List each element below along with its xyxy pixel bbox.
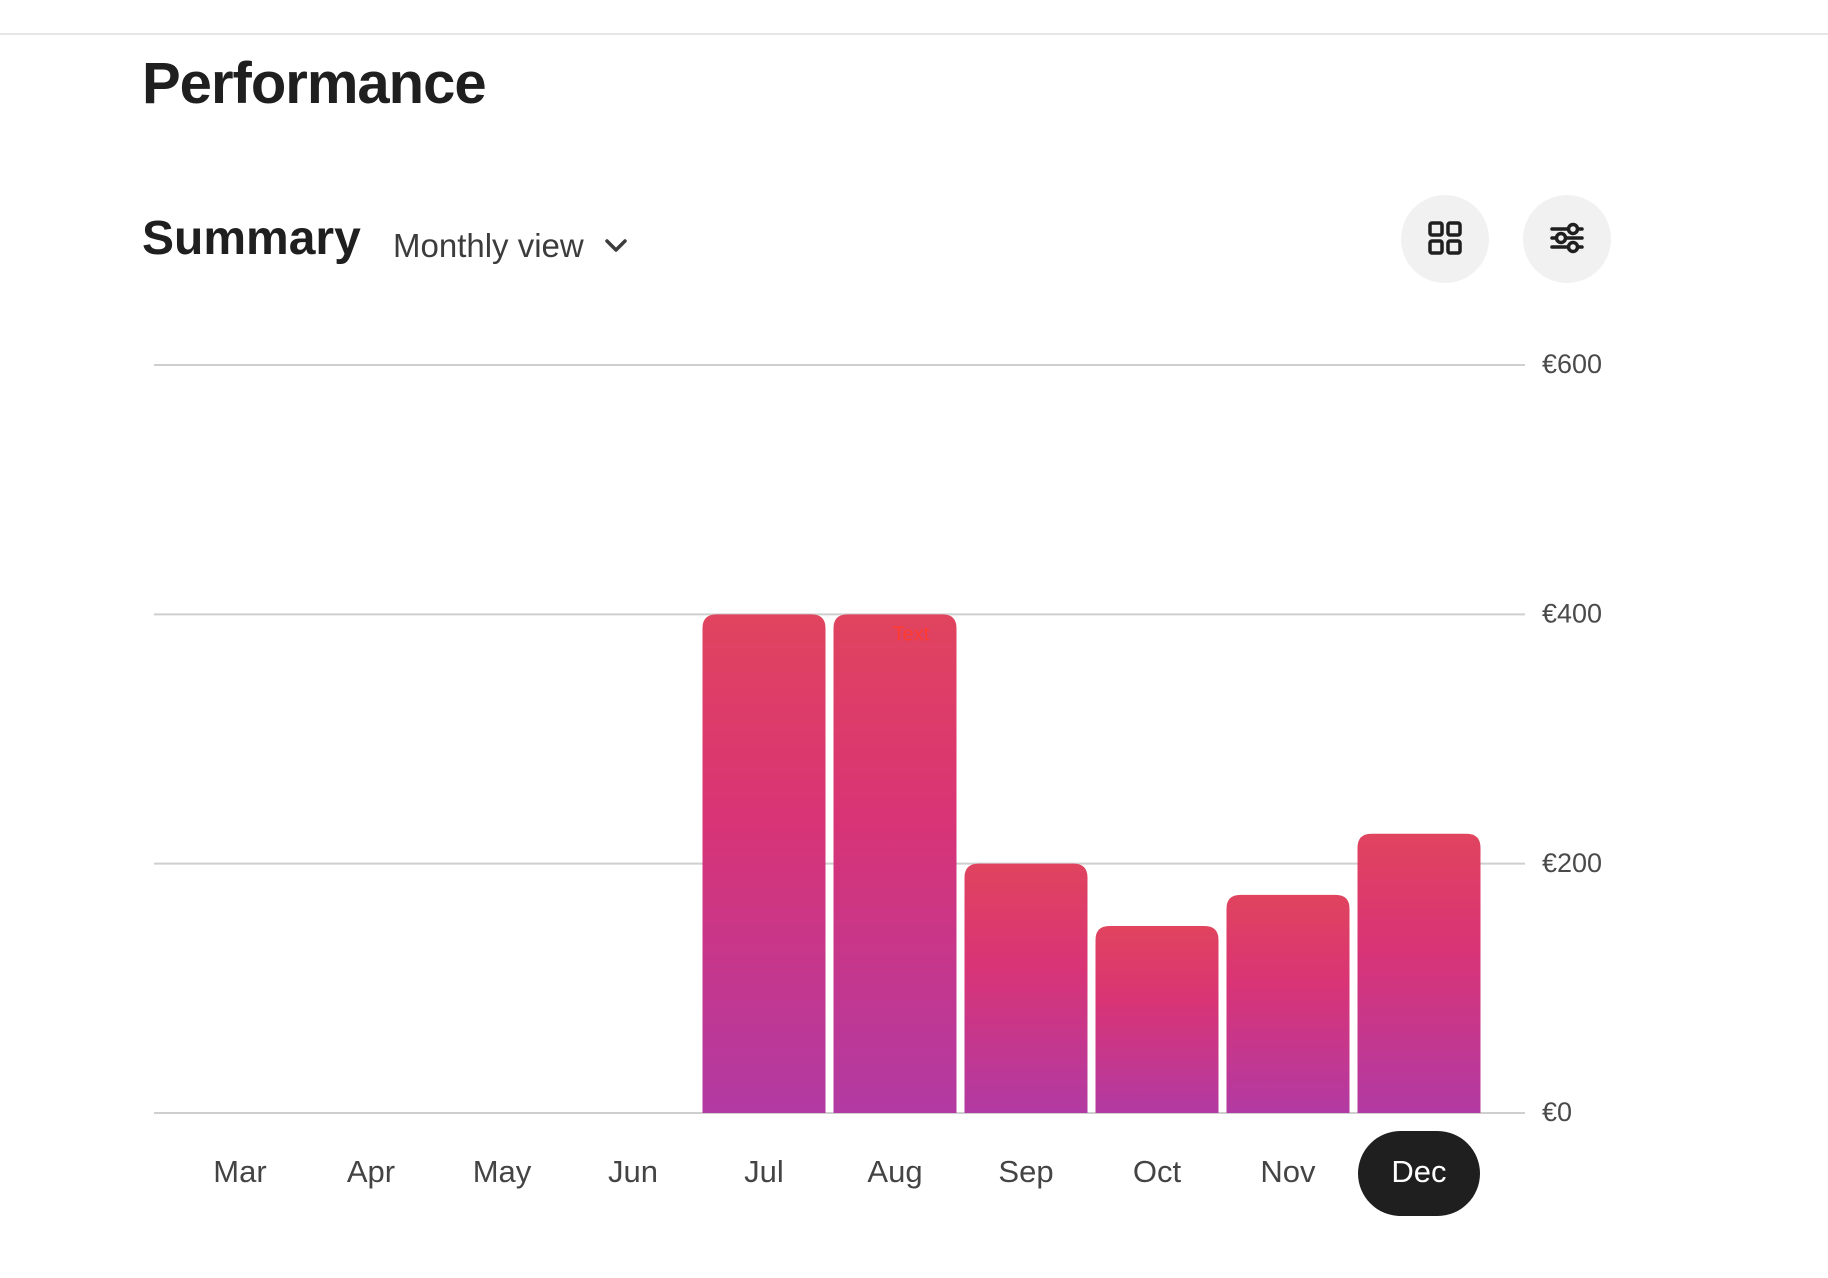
x-axis-tick-aug[interactable]: Aug	[867, 1154, 922, 1189]
x-axis-tick-sep[interactable]: Sep	[998, 1154, 1053, 1189]
y-axis-tick-label: €200	[1542, 848, 1602, 878]
bar-dec[interactable]	[1357, 833, 1481, 1113]
view-selector-label: Monthly view	[393, 227, 584, 264]
x-axis-tick-mar[interactable]: Mar	[213, 1154, 266, 1189]
filter-settings-button[interactable]	[1523, 195, 1611, 283]
chevron-down-icon	[602, 232, 630, 260]
x-axis-tick-jul[interactable]: Jul	[744, 1154, 784, 1189]
grid-view-button[interactable]	[1401, 195, 1489, 283]
view-selector-dropdown[interactable]: Monthly view	[393, 220, 630, 272]
selected-month-pill[interactable]	[1358, 1131, 1480, 1216]
bar-sep[interactable]	[964, 863, 1088, 1113]
top-divider	[0, 33, 1828, 35]
sliders-icon	[1549, 220, 1585, 259]
x-axis-tick-oct[interactable]: Oct	[1133, 1154, 1182, 1189]
y-axis-tick-label: €0	[1542, 1097, 1572, 1127]
y-axis-tick-label: €400	[1542, 598, 1602, 628]
bar-jul[interactable]	[702, 614, 826, 1113]
page-title: Performance	[142, 51, 487, 116]
x-axis-tick-may[interactable]: May	[473, 1154, 532, 1189]
x-axis-tick-apr[interactable]: Apr	[347, 1154, 395, 1189]
x-axis-tick-nov[interactable]: Nov	[1260, 1154, 1316, 1189]
bar-aug[interactable]	[833, 614, 957, 1113]
summary-title: Summary	[142, 212, 361, 265]
bar-oct[interactable]	[1095, 926, 1219, 1113]
bar-nov[interactable]	[1226, 894, 1350, 1113]
y-axis-tick-label: €600	[1542, 349, 1602, 379]
x-axis-tick-dec[interactable]: Dec	[1391, 1154, 1446, 1189]
bar-annotation: Text	[893, 623, 930, 645]
grid-icon	[1427, 220, 1463, 259]
x-axis-tick-jun[interactable]: Jun	[608, 1154, 658, 1189]
